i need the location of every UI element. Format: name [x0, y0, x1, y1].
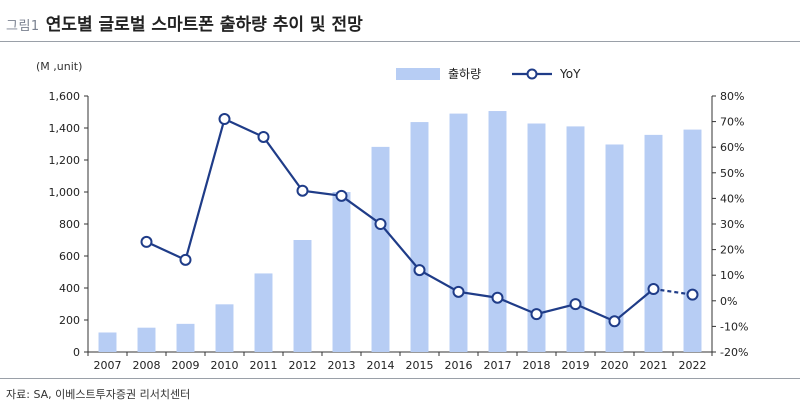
- x-tick-label: 2021: [640, 359, 668, 372]
- yoy-point: [335, 189, 348, 202]
- y-left-tick-label: 400: [59, 282, 80, 295]
- yoy-point: [140, 235, 153, 248]
- bar-shipment: [293, 240, 312, 352]
- y-right-tick-label: -20%: [720, 346, 748, 359]
- y-right-tick-label: 10%: [720, 269, 744, 282]
- bar-shipment: [215, 304, 234, 352]
- bar-shipment: [98, 332, 117, 352]
- x-tick-label: 2019: [562, 359, 590, 372]
- y-right-tick-label: 20%: [720, 244, 744, 257]
- x-tick-label: 2010: [211, 359, 239, 372]
- bar-shipment: [644, 134, 663, 352]
- bar-shipment: [176, 323, 195, 352]
- x-tick-label: 2017: [484, 359, 512, 372]
- yoy-point: [491, 291, 504, 304]
- source-note: 자료: SA, 이베스트투자증권 리서치센터: [6, 388, 191, 401]
- bar-shipment: [527, 123, 546, 353]
- yoy-point: [179, 253, 192, 266]
- yoy-point: [686, 288, 699, 301]
- bar-shipment: [488, 111, 507, 352]
- yoy-point: [608, 315, 621, 328]
- bar-shipment: [410, 122, 429, 352]
- legend-bar-label: 출하량: [448, 67, 481, 81]
- y-right-tick-label: 30%: [720, 218, 744, 231]
- y-right-tick-label: 70%: [720, 116, 744, 129]
- legend-line-marker: [526, 68, 538, 80]
- yoy-point: [452, 285, 465, 298]
- bar-shipment: [683, 129, 702, 352]
- y-right-tick-label: 0%: [720, 295, 737, 308]
- bar-shipment: [371, 146, 390, 352]
- yoy-point: [569, 298, 582, 311]
- y-left-tick-label: 1,000: [49, 186, 81, 199]
- source-divider: [0, 378, 800, 379]
- yoy-point: [257, 130, 270, 143]
- legend-line-label: YoY: [559, 67, 581, 81]
- yoy-point: [413, 264, 426, 277]
- x-tick-label: 2015: [406, 359, 434, 372]
- x-tick-label: 2011: [250, 359, 278, 372]
- y-right-tick-label: 50%: [720, 167, 744, 180]
- x-tick-label: 2009: [172, 359, 200, 372]
- bar-shipment: [137, 327, 156, 352]
- yoy-point: [374, 218, 387, 230]
- y-left-tick-label: 1,600: [49, 90, 81, 103]
- figure-label: 그림1: [6, 19, 40, 34]
- bar-shipment: [449, 113, 468, 352]
- x-tick-label: 2007: [94, 359, 122, 372]
- bar-shipment: [254, 273, 273, 352]
- x-tick-label: 2014: [367, 359, 395, 372]
- x-tick-label: 2012: [289, 359, 317, 372]
- y-left-tick-label: 0: [73, 346, 80, 359]
- y-left-tick-label: 200: [59, 314, 80, 327]
- bar-shipment: [332, 192, 351, 352]
- y-left-tick-label: 1,200: [49, 154, 81, 167]
- x-tick-label: 2008: [133, 359, 161, 372]
- bar-shipment: [566, 126, 585, 353]
- y-left-tick-label: 800: [59, 218, 80, 231]
- y-left-tick-label: 600: [59, 250, 80, 263]
- shipments-chart: (M ,unit) 0 200 400 600 800 1,000 1,200 1,400 1,6…: [36, 60, 748, 372]
- figure-title: 연도별 글로벌 스마트폰 출하량 추이 및 전망: [45, 15, 363, 35]
- y-right-tick-label: 60%: [720, 141, 744, 154]
- title-divider: [0, 41, 800, 42]
- x-tick-label: 2020: [601, 359, 629, 372]
- yoy-point: [647, 283, 660, 296]
- yoy-line-solid: [146, 117, 655, 323]
- yoy-point: [218, 113, 231, 126]
- x-tick-label: 2013: [328, 359, 356, 372]
- y-left-unit-label: (M ,unit): [36, 60, 82, 73]
- y-right-tick-label: -10%: [720, 320, 748, 333]
- legend-bar-swatch: [396, 68, 440, 80]
- x-tick-label: 2018: [523, 359, 551, 372]
- x-tick-label: 2022: [679, 359, 707, 372]
- bar-shipment: [605, 144, 624, 352]
- figure-header: 그림1 연도별 글로벌 스마트폰 출하량 추이 및 전망: [6, 10, 363, 35]
- yoy-point: [530, 308, 543, 321]
- yoy-point: [296, 184, 309, 197]
- y-left-tick-label: 1,400: [49, 122, 81, 135]
- x-tick-label: 2016: [445, 359, 473, 372]
- y-right-tick-label: 40%: [720, 192, 744, 205]
- y-right-tick-label: 80%: [720, 90, 744, 103]
